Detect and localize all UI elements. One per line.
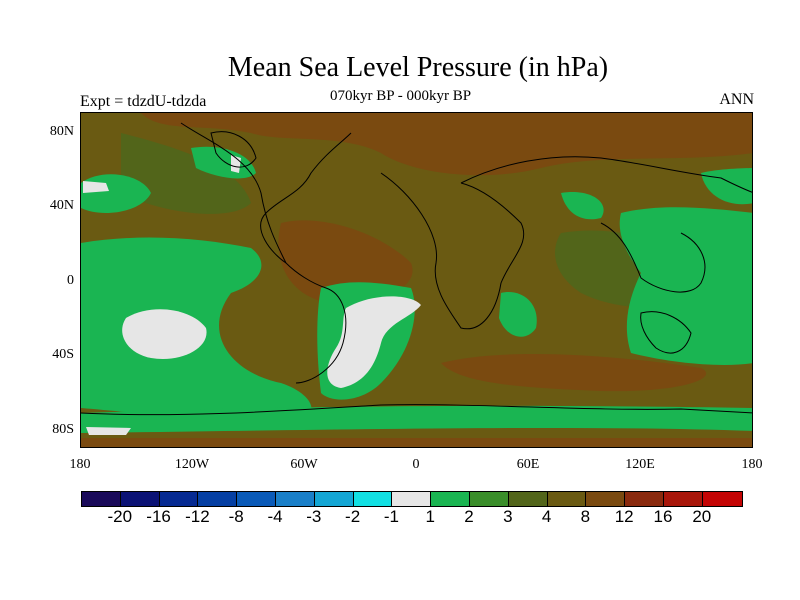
legend-swatch xyxy=(625,492,664,506)
legend-swatch xyxy=(159,492,199,506)
contour-asia-green xyxy=(561,192,604,220)
color-legend xyxy=(81,491,743,507)
contour-south-africa-green xyxy=(499,292,537,337)
legend-label: -3 xyxy=(306,507,322,526)
map-panel xyxy=(80,112,753,448)
contour-west-pacific-green xyxy=(619,207,752,365)
contour-atlantic-white xyxy=(327,296,421,388)
lat-label-40n: 40N xyxy=(49,198,74,213)
legend-label: 16 xyxy=(653,507,673,526)
legend-swatch xyxy=(469,492,509,506)
legend-label: -16 xyxy=(146,507,171,526)
legend-label: 3 xyxy=(503,507,513,526)
legend-label: 20 xyxy=(692,507,712,526)
coastlines xyxy=(81,122,752,416)
legend-swatch xyxy=(198,492,238,506)
legend-swatch xyxy=(353,492,393,506)
legend-swatch xyxy=(120,492,160,506)
legend-swatch xyxy=(547,492,587,506)
lon-label-0: 0 xyxy=(412,457,420,472)
contour-north-pacific-olive xyxy=(121,133,251,214)
coastline-africa xyxy=(380,172,525,330)
lon-label-180e: 180 xyxy=(741,457,763,472)
lat-label-80s: 80S xyxy=(52,422,74,437)
legend-label: -12 xyxy=(185,507,210,526)
legend-swatch xyxy=(586,492,626,506)
pressure-map xyxy=(81,113,752,447)
legend-swatch xyxy=(275,492,315,506)
legend-label: -20 xyxy=(107,507,133,526)
season-label: ANN xyxy=(719,91,754,108)
legend-swatch xyxy=(702,492,742,506)
contour-alaska-white xyxy=(83,181,109,193)
contour-antarctic-dark xyxy=(81,438,752,447)
legend-label: 4 xyxy=(541,507,552,526)
legend-swatch xyxy=(392,492,432,506)
legend-swatch xyxy=(237,492,276,506)
lat-label-80n: 80N xyxy=(49,124,74,139)
legend-label: 8 xyxy=(580,507,591,526)
legend-swatch xyxy=(508,492,548,506)
contour-antarctic-white xyxy=(86,427,131,435)
legend-swatch xyxy=(431,492,470,506)
coastline-antarctica xyxy=(81,404,752,416)
legend-swatch xyxy=(314,492,354,506)
legend-swatch xyxy=(82,492,121,506)
experiment-label: Expt = tdzdU-tdzda xyxy=(80,93,207,110)
lon-label-120w: 120W xyxy=(174,457,210,472)
lon-label-180w: 180 xyxy=(69,457,91,472)
legend-swatch xyxy=(663,492,703,506)
contour-north-dark xyxy=(141,113,752,176)
lon-label-60e: 60E xyxy=(516,457,540,472)
coastline-americas xyxy=(180,122,347,384)
coastline-south-asia xyxy=(600,222,706,293)
contour-greenland-green xyxy=(191,146,256,179)
legend-label: -8 xyxy=(228,507,244,526)
legend-label: -1 xyxy=(383,507,399,526)
lat-label-0: 0 xyxy=(67,273,74,288)
chart-title: Mean Sea Level Pressure (in hPa) xyxy=(227,52,609,83)
legend-label: 1 xyxy=(425,507,435,526)
legend-label: 12 xyxy=(614,507,634,526)
contour-southern-ocean-dark xyxy=(441,353,707,392)
coastline-eurasia xyxy=(460,156,752,193)
lon-label-60w: 60W xyxy=(290,457,318,472)
legend-label: -2 xyxy=(345,507,361,526)
lat-label-40s: 40S xyxy=(52,347,74,362)
legend-label: -4 xyxy=(267,507,283,526)
coastline-greenland xyxy=(210,131,257,168)
lon-label-120e: 120E xyxy=(625,457,655,472)
coastline-north-america-east xyxy=(260,132,352,264)
contour-pacific-white xyxy=(122,309,207,359)
coastline-australia xyxy=(640,311,692,354)
legend-label: 2 xyxy=(464,507,474,526)
chart-subtitle: 070kyr BP - 000kyr BP xyxy=(330,88,472,104)
